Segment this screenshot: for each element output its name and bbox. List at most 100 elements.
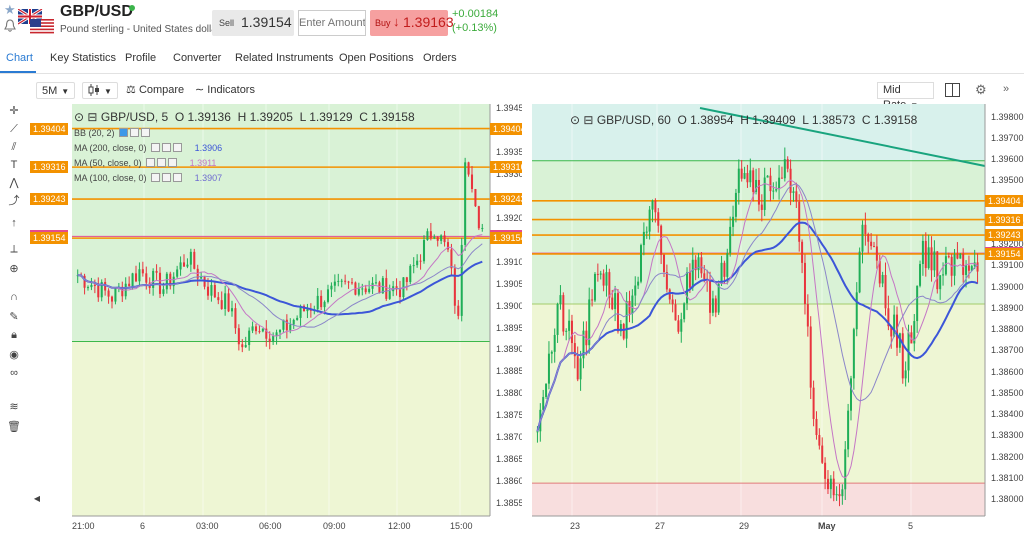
tab-chart[interactable]: Chart (6, 52, 33, 64)
tab-converter[interactable]: Converter (173, 52, 222, 64)
star-icon[interactable]: ★ (4, 2, 16, 17)
candle-body (398, 289, 402, 298)
active-tab-indicator (0, 71, 36, 73)
candle-body (668, 289, 671, 300)
indicator-value: 1.3906 (194, 143, 223, 153)
instrument-symbol: GBP/USD (60, 3, 133, 20)
tab-profile[interactable]: Profile (125, 52, 157, 64)
timeframe-dropdown[interactable]: 5M ▼ (36, 82, 76, 99)
tab-related-instruments[interactable]: Related Instruments (235, 52, 334, 64)
y-axis-tick: 1.38000 (991, 494, 1024, 504)
arrow-up-icon[interactable]: ↑ (11, 217, 17, 229)
hide-icon[interactable]: ⊟ (87, 110, 98, 124)
candle-body (138, 269, 141, 282)
price-level-label: 1.39316 (985, 213, 1023, 226)
tab-orders[interactable]: Orders (423, 52, 457, 64)
indicator-hide-icon[interactable] (162, 143, 172, 152)
sell-button[interactable]: Sell 1.39154 (212, 10, 294, 36)
candle-body (582, 330, 585, 359)
pencil-lock-icon[interactable]: ✎ (9, 311, 19, 323)
chart-type-dropdown[interactable]: ▼ (82, 82, 118, 99)
pitchfork-icon[interactable]: ⫽ (11, 141, 17, 153)
sell-label: Sell (219, 18, 235, 28)
collapse-sidebar-icon[interactable]: ◀ (33, 494, 41, 503)
zoom-icon[interactable]: ⊕ (9, 263, 19, 275)
eye-icon[interactable]: ◉ (9, 349, 19, 361)
split-layout-icon[interactable] (945, 83, 960, 97)
gear-icon[interactable]: ⚙ (975, 82, 987, 97)
indicator-hide-icon[interactable] (130, 128, 140, 137)
collapse-legend-icon[interactable]: ⊙ (570, 113, 581, 127)
indicator-settings-icon[interactable] (146, 158, 156, 167)
trash-icon[interactable]: 🗑︎ (7, 421, 21, 433)
candle-body (426, 231, 429, 241)
candle-body (193, 251, 196, 269)
hide-icon[interactable]: ⊟ (583, 113, 594, 127)
indicator-settings-icon[interactable] (151, 143, 161, 152)
candle-body (467, 162, 470, 175)
chevron-double-right-icon[interactable]: » (1003, 83, 1010, 95)
ruler-icon[interactable]: ⟂ (10, 243, 18, 255)
link-icon[interactable]: ∞ (10, 367, 18, 379)
indicator-hide-icon[interactable] (157, 158, 167, 167)
candle-body (893, 314, 896, 337)
candle-body (970, 266, 973, 271)
magnet-icon[interactable]: ∩ (10, 291, 18, 303)
candle-body (944, 256, 947, 275)
candle-body (927, 247, 930, 269)
collapse-legend-icon[interactable]: ⊙ (74, 110, 85, 124)
chart-panel-60m[interactable]: ⊙ ⊟ GBP/USD, 60 O 1.38954 H 1.39409 L 1.… (532, 104, 1024, 535)
danger-zone (532, 483, 985, 516)
drawing-tools-sidebar: ✛ ⟋ ⫽ T ⋀ ⤴ ↑ ⟂ ⊕ ∩ ✎ 🔒︎ ◉ ∞ ≋ 🗑︎ ◀ (0, 104, 40, 535)
chart-5m-close: C 1.39158 (359, 110, 415, 124)
crosshair-icon[interactable]: ✛ (9, 105, 19, 117)
lock-icon[interactable]: 🔒︎ (11, 329, 17, 341)
price-mode-dropdown[interactable]: Mid Rate▼ (877, 82, 934, 111)
compare-button[interactable]: ⚖ Compare (126, 82, 184, 99)
price-change: +0.00184 (+0.13%) (452, 7, 498, 35)
candle-body (864, 224, 867, 234)
prediction-icon[interactable]: ⤴ (8, 195, 20, 207)
indicator-settings-icon[interactable] (151, 173, 161, 182)
price-level-label: 1.39316 (490, 161, 524, 174)
trendline-icon[interactable]: ⟋ (10, 123, 18, 135)
pattern-icon[interactable]: ⋀ (9, 177, 19, 189)
amount-input[interactable] (298, 10, 366, 36)
candle-body (477, 206, 480, 229)
candle-body (547, 353, 550, 384)
indicator-remove-icon[interactable] (173, 143, 183, 152)
y-axis-tick: 1.38600 (496, 475, 524, 486)
candle-body (870, 241, 873, 247)
candle-body (347, 281, 350, 283)
tab-key-statistics[interactable]: Key Statistics (50, 52, 117, 64)
indicator-label: MA (50, close, 0) (74, 158, 142, 168)
caret-down-icon: ▼ (61, 87, 70, 96)
chart-panel-5m[interactable]: ⊙ ⊟ GBP/USD, 5 O 1.39136 H 1.39205 L 1.3… (30, 104, 524, 535)
indicator-label: BB (20, 2) (74, 128, 115, 138)
y-axis-tick: 1.39000 (496, 300, 524, 311)
candlestick-type-icon (88, 84, 99, 96)
indicator-hide-icon[interactable] (162, 173, 172, 182)
chart-5m-title: GBP/USD, 5 (100, 110, 169, 124)
price-level-label: 1.39154 (30, 232, 68, 245)
chart-5m-canvas[interactable] (30, 104, 524, 535)
indicator-remove-icon[interactable] (168, 158, 178, 167)
candle-body (422, 240, 426, 262)
buy-button[interactable]: Buy ↓ 1.39163 (370, 10, 454, 36)
ma100-line (536, 183, 978, 432)
bell-icon[interactable] (4, 19, 16, 33)
indicators-button[interactable]: ∼ Indicators (195, 82, 255, 99)
text-tool-icon[interactable]: T (10, 159, 18, 171)
tab-open-positions[interactable]: Open Positions (339, 52, 414, 64)
indicator-settings-icon[interactable] (119, 128, 129, 137)
candle-body (625, 300, 628, 339)
indicator-remove-icon[interactable] (141, 128, 151, 137)
indicator-remove-icon[interactable] (173, 173, 183, 182)
trend-line (699, 107, 986, 167)
candle-body (890, 326, 893, 337)
candle-body (792, 191, 795, 193)
chart-60m-canvas[interactable] (532, 104, 1024, 535)
chart-60m-low: L 1.38573 (802, 113, 856, 127)
layers-icon[interactable]: ≋ (9, 401, 19, 413)
chart-5m-high: H 1.39205 (237, 110, 293, 124)
